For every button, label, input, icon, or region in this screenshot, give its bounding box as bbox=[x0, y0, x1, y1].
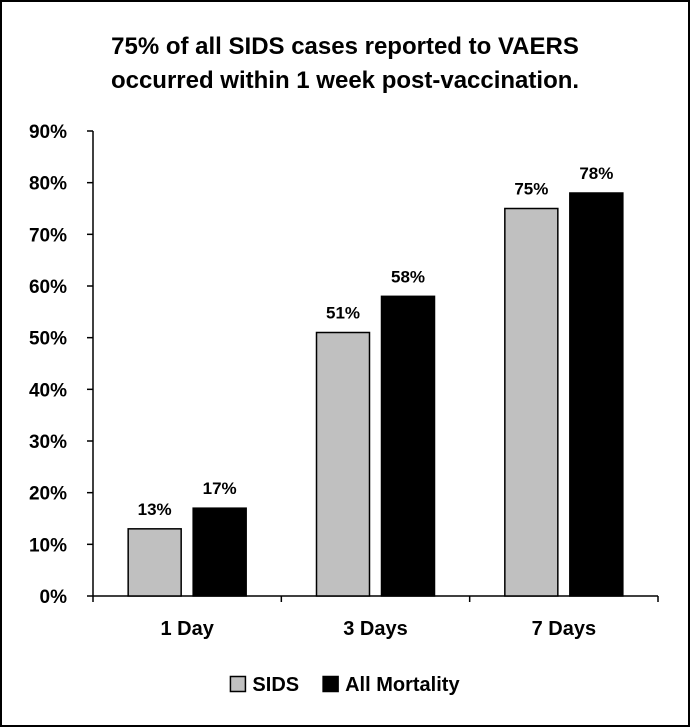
data-label-all-mortality: 17% bbox=[203, 479, 237, 498]
bar-all-mortality bbox=[192, 507, 247, 597]
bar-sids bbox=[504, 207, 559, 597]
data-label-sids: 13% bbox=[138, 500, 172, 519]
bar-all-mortality bbox=[569, 192, 624, 597]
bar-sids bbox=[127, 528, 182, 597]
x-category-label: 7 Days bbox=[532, 618, 597, 640]
y-tick-label: 10% bbox=[29, 535, 67, 556]
chart-title-line-2: occurred within 1 week post-vaccination. bbox=[111, 67, 579, 94]
y-tick-label: 50% bbox=[29, 329, 67, 350]
x-category-label: 1 Day bbox=[160, 618, 214, 640]
plot-area: 0% 10% 20% 30% 40% 50% 60% 70% 80% 90% 13% 17% 1 Day… bbox=[29, 122, 659, 640]
x-category-label: 3 Days bbox=[343, 618, 408, 640]
legend-swatch-sids bbox=[229, 675, 247, 693]
legend-swatch-all-mortality bbox=[322, 675, 339, 693]
data-label-sids: 51% bbox=[326, 304, 360, 323]
legend: SIDS All Mortality bbox=[229, 674, 460, 696]
data-label-all-mortality: 78% bbox=[579, 164, 613, 183]
y-tick-label: 40% bbox=[29, 380, 67, 401]
y-tick-label: 0% bbox=[40, 587, 68, 608]
y-tick-label: 90% bbox=[29, 122, 67, 143]
bar-sids bbox=[315, 331, 371, 597]
chart-title-line-1: 75% of all SIDS cases reported to VAERS bbox=[111, 33, 579, 60]
y-tick-label: 80% bbox=[29, 174, 67, 195]
data-label-all-mortality: 58% bbox=[391, 267, 425, 286]
y-tick-label: 30% bbox=[29, 432, 67, 453]
data-label-sids: 75% bbox=[514, 180, 548, 199]
legend-label-sids: SIDS bbox=[252, 674, 299, 696]
legend-label-all-mortality: All Mortality bbox=[345, 674, 460, 696]
y-tick-label: 20% bbox=[29, 484, 67, 505]
bar-all-mortality bbox=[380, 295, 436, 597]
y-tick-label: 70% bbox=[29, 225, 67, 246]
y-tick-label: 60% bbox=[29, 277, 67, 298]
